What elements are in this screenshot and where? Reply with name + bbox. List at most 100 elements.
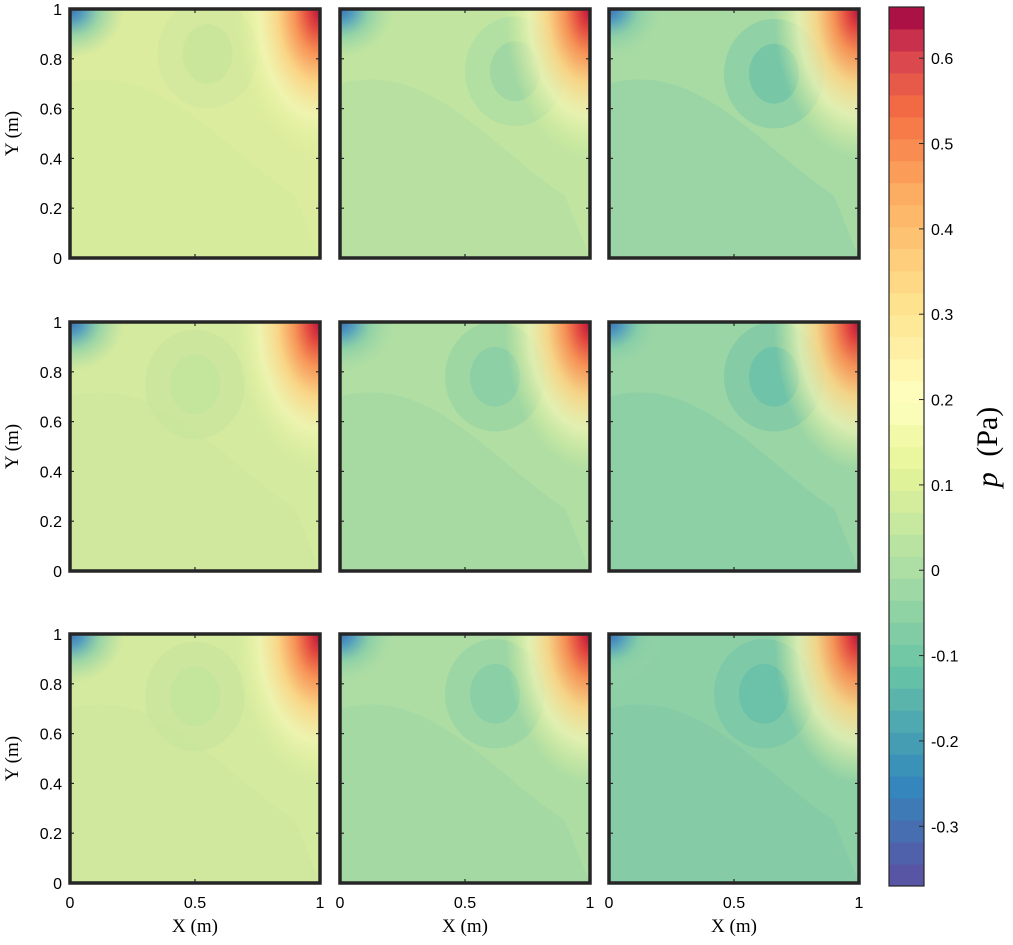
contour-low-core [470,663,520,724]
contour-blue-corner [609,9,664,59]
x-tick-label: 1 [855,895,864,912]
contour-red-corner [235,9,320,159]
colorbar-step [889,512,924,535]
colorbar-step [889,776,924,799]
contour-red-corner [235,322,320,472]
colorbar-step [889,50,924,74]
colorbar-step [889,7,924,30]
colorbar-step [889,270,924,294]
colorbar: -0.3 -0.2 -0.1 0 0.1 0.2 0.3 0.4 0.5 0.6 p (Pa) [888,6,1004,887]
colorbar-step [889,204,924,228]
colorbar-step [889,94,924,118]
contour-low-core [470,346,520,407]
colorbar-step [889,468,924,491]
colorbar-frame [888,6,925,887]
contour-blue-corner [340,634,395,684]
contour-red-corner [505,634,590,784]
y-tick-label: 0.2 [40,514,62,531]
colorbar-tick-label: 0.6 [931,51,953,68]
contour-low-core [170,666,220,727]
colorbar-step [889,138,924,162]
contour-blue-corner [70,9,125,59]
y-tick-label: 0 [53,251,62,268]
y-tick-label: 0.8 [40,677,62,694]
colorbar-step [889,160,924,184]
contour-band [70,392,320,571]
contour-low-core [739,663,789,724]
colorbar-step [889,28,924,52]
contour-panel [607,320,861,573]
colorbar-steps [889,7,924,887]
y-axis-title: Y (m) [2,424,23,469]
x-axis-title: X (m) [172,916,218,937]
contour-band [70,79,320,258]
x-tick-label: 1 [316,895,325,912]
x-tick-label: 0 [336,895,345,912]
contour-panel [68,320,322,573]
colorbar-step [889,732,924,755]
colorbar-step [889,424,924,447]
contour-band [609,392,859,571]
colorbar-ticks: -0.3 -0.2 -0.1 0 0.1 0.2 0.3 0.4 0.5 0.6 [919,51,959,836]
y-tick-label: 0.2 [40,201,62,218]
colorbar-title-variable: p [971,472,1004,489]
colorbar-step [889,534,924,557]
colorbar-step [889,556,924,579]
y-tick-label: 0 [53,876,62,893]
contour-red-corner [235,634,320,784]
contour-low-core [170,354,220,415]
x-axis-title: X (m) [711,916,757,937]
contour-blue-corner [340,9,395,59]
colorbar-step [889,292,924,316]
panels-layer [68,7,861,885]
colorbar-tick-label: -0.2 [931,734,959,751]
contour-blue-corner [609,634,664,684]
y-tick-label: 0.2 [40,826,62,843]
colorbar-tick-label: 0.3 [931,307,953,324]
colorbar-tick-label: 0 [931,563,940,580]
y-tick-label: 0.4 [40,464,62,481]
colorbar-step [889,380,924,404]
colorbar-tick-label: 0.2 [931,393,953,410]
colorbar-title: p (Pa) [971,407,1004,489]
contour-red-corner [774,322,859,472]
y-tick-label: 0.6 [40,727,62,744]
colorbar-step [889,600,924,623]
colorbar-tick-label: 0.5 [931,137,953,154]
colorbar-step [889,864,924,887]
contour-red-corner [505,9,590,159]
colorbar-step [889,446,924,469]
contour-red-corner [505,322,590,472]
x-axis-title: X (m) [442,916,488,937]
contour-band [340,79,590,258]
colorbar-step [889,248,924,272]
x-tick-label: 0 [605,895,614,912]
contour-red-corner [774,634,859,784]
colorbar-step [889,226,924,250]
contour-band [340,392,590,571]
y-axis-title: Y (m) [2,111,23,156]
y-tick-label: 0.4 [40,151,62,168]
contour-blue-corner [70,322,125,372]
colorbar-title-unit: (Pa) [971,407,1004,457]
colorbar-step [889,842,924,865]
contour-panel [338,320,592,573]
contour-panel [338,632,592,885]
colorbar-step [889,358,924,382]
colorbar-step [889,578,924,601]
x-tick-label: 0.5 [723,895,745,912]
contour-panel [68,632,322,885]
colorbar-step [889,710,924,733]
x-tick-label: 0.5 [454,895,476,912]
colorbar-step [889,314,924,338]
colorbar-step [889,490,924,513]
colorbar-tick-label: 0.1 [931,478,953,495]
colorbar-step [889,688,924,711]
colorbar-step [889,666,924,689]
y-tick-label: 1 [53,315,62,332]
colorbar-step [889,402,924,426]
axes-layer: 00.20.40.60.81Y (m)00.20.40.60.81Y (m)00… [2,2,864,937]
y-tick-label: 1 [53,2,62,19]
x-tick-label: 0.5 [184,895,206,912]
contour-panel [607,632,861,885]
